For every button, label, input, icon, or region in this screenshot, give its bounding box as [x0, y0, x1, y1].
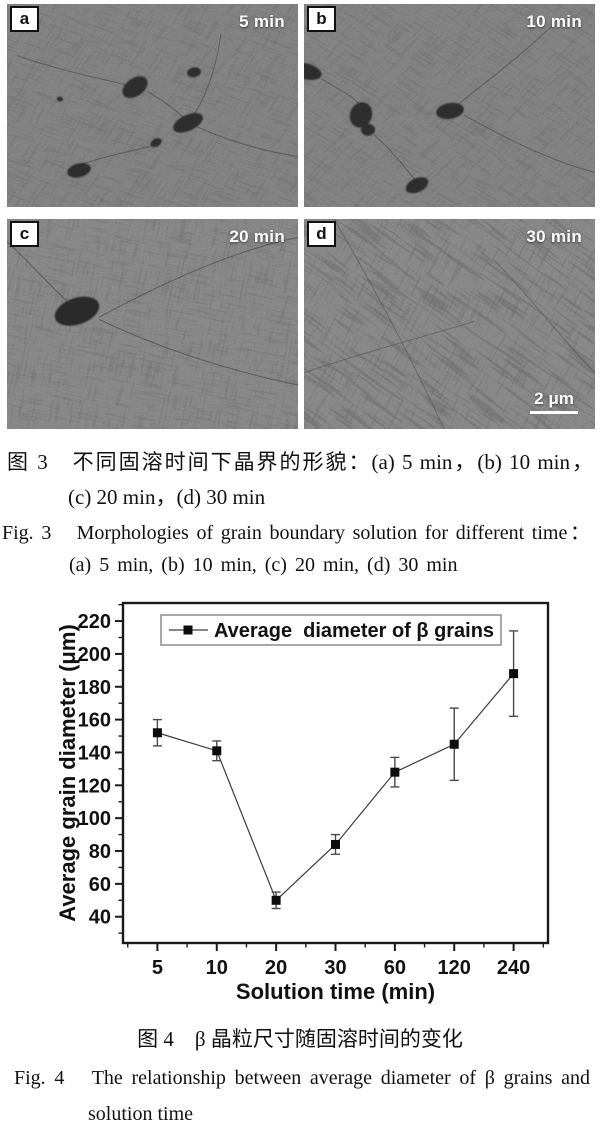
y-tick-label: 220: [78, 611, 111, 633]
x-axis-title: Solution time (min): [236, 979, 435, 1004]
series-line: [157, 673, 515, 902]
y-tick-label: 180: [78, 677, 111, 699]
beta-grain-blobs: [57, 67, 203, 178]
grain-boundary-lines: [304, 219, 595, 429]
scale-bar-label: 2 μm: [534, 389, 574, 408]
x-tick-label: 60: [384, 957, 406, 979]
y-tick-label: 60: [89, 874, 111, 896]
fig4-caption-cn: 图 4 β 晶粒尺寸随固溶时间的变化: [137, 1027, 463, 1051]
grain-noise-layer: [7, 219, 298, 429]
beta-grain-blobs: [304, 62, 464, 194]
fig3-caption-en-line2: (a) 5 min, (b) 10 min, (c) 20 min, (d) 3…: [69, 554, 458, 576]
panel-letter: d: [316, 224, 327, 243]
data-point-marker: [212, 746, 222, 756]
micrograph-panel-a: a 5 min: [7, 4, 298, 207]
x-tick-label: 120: [438, 957, 471, 979]
micrograph-a-image: [7, 4, 298, 207]
y-tick-label: 160: [78, 710, 111, 732]
panel-letter: b: [316, 9, 327, 28]
micrograph-b-image: [304, 4, 595, 207]
y-tick-label: 80: [89, 841, 111, 863]
figure4-chart: 40 60 80 100 120 140 160 180 200 220 5 10 20 30 60 120 2…: [55, 601, 550, 1004]
fig3-caption-en-line1: Fig. 3 Morphologies of grain boundary so…: [2, 522, 590, 544]
x-axis-title: Solution time (min): [236, 979, 435, 1004]
scale-bar-line: [530, 411, 578, 414]
data-point-marker: [449, 739, 459, 749]
micrograph-d-image: [304, 219, 595, 429]
data-point-marker: [152, 728, 162, 738]
panel-time-label: 20 min: [229, 227, 285, 246]
y-tick-label: 120: [78, 775, 111, 797]
panel-letter-badge: a: [10, 6, 39, 32]
y-tick-label: 200: [78, 644, 111, 666]
data-point-marker: [390, 767, 400, 777]
grain-boundary-lines: [7, 236, 298, 386]
micrograph-c-image: [7, 219, 298, 429]
legend: Average diameter of β grains: [160, 614, 502, 646]
y-tick-label: 140: [78, 742, 111, 764]
x-tick-label: 5: [152, 957, 163, 979]
legend-label: Average diameter of β grains: [214, 620, 494, 642]
y-tick-label: 100: [78, 808, 111, 830]
panel-letter: a: [19, 9, 30, 28]
data-point-marker: [331, 839, 340, 849]
fig3-caption-cn-line2: (c) 20 min，(d) 30 min: [68, 485, 266, 509]
panel-letter-badge: b: [307, 6, 336, 32]
data-point-marker: [509, 669, 519, 679]
fig4-caption-en-line1: Fig. 4 The relationship between average …: [14, 1067, 590, 1089]
micrograph-panel-b: b 10 min: [304, 4, 595, 207]
x-tick-label: 10: [206, 957, 228, 979]
chart-frame: [121, 601, 550, 945]
x-tick-label: 30: [324, 957, 346, 979]
legend-box: [160, 614, 502, 646]
panel-time-label: 30 min: [526, 227, 582, 246]
beta-grain-blobs: [54, 296, 100, 326]
x-tick-label: 240: [497, 957, 530, 979]
fig3-caption-cn-line1: 图 3 不同固溶时间下晶界的形貌：(a) 5 min，(b) 10 min，: [7, 450, 593, 474]
y-tick-label: 40: [89, 907, 111, 929]
x-axis: 5 10 20 30 60 120 240: [127, 943, 544, 979]
y-axis: 40 60 80 100 120 140 160 180 200 220: [78, 603, 123, 934]
grain-noise-layer: [304, 219, 595, 429]
panel-letter: c: [19, 224, 30, 243]
micrograph-panel-d: d 30 min 2 μm: [304, 219, 595, 429]
legend-marker-square: [183, 625, 193, 635]
x-tick-label: 20: [265, 957, 287, 979]
panel-letter-badge: d: [307, 221, 336, 247]
y-axis-title: Average grain diameter (μm): [55, 624, 80, 922]
fig4-caption-en-line2: solution time: [88, 1103, 193, 1125]
y-axis-title: Average grain diameter (μm): [55, 624, 80, 922]
scale-bar: 2 μm: [530, 389, 578, 414]
panel-time-label: 10 min: [526, 12, 582, 31]
data-point-marker: [271, 895, 281, 905]
data-series: [152, 630, 519, 910]
panel-letter-badge: c: [10, 221, 39, 247]
grain-noise-layer: [7, 4, 298, 207]
micrograph-panel-c: c 20 min: [7, 219, 298, 429]
panel-time-label: 5 min: [239, 12, 285, 31]
